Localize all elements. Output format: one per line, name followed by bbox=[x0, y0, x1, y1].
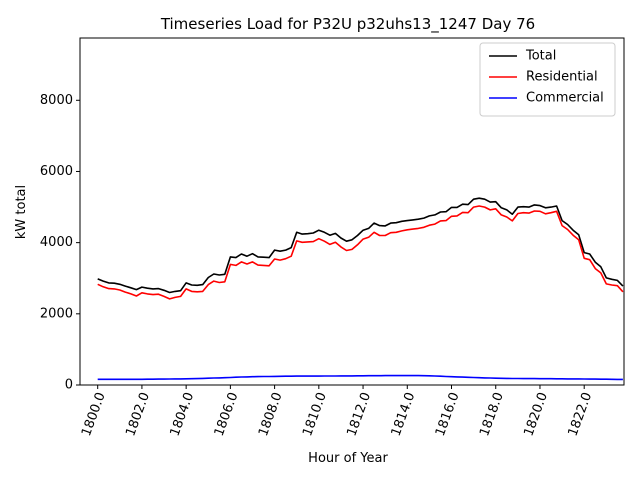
y-tick-label: 2000 bbox=[40, 306, 73, 321]
legend-label-commercial: Commercial bbox=[526, 91, 604, 106]
series-line-total bbox=[97, 197, 624, 294]
y-axis-label: kW total bbox=[14, 185, 29, 239]
legend: Total Residential Commercial bbox=[479, 42, 616, 117]
series-line-residential bbox=[97, 205, 624, 300]
legend-label-total: Total bbox=[525, 49, 556, 64]
series-line-commercial bbox=[97, 374, 623, 381]
x-axis-label: Hour of Year bbox=[308, 451, 388, 466]
data-series bbox=[97, 197, 624, 381]
y-tick-label: 6000 bbox=[40, 164, 73, 179]
y-tick-label: 4000 bbox=[40, 235, 73, 250]
y-tick-label: 0 bbox=[65, 378, 73, 393]
legend-label-residential: Residential bbox=[526, 70, 598, 85]
plot-area-frame bbox=[79, 37, 625, 386]
y-tick-label: 8000 bbox=[40, 93, 73, 108]
chart-title: Timeseries Load for P32U p32uhs13_1247 D… bbox=[160, 15, 535, 34]
